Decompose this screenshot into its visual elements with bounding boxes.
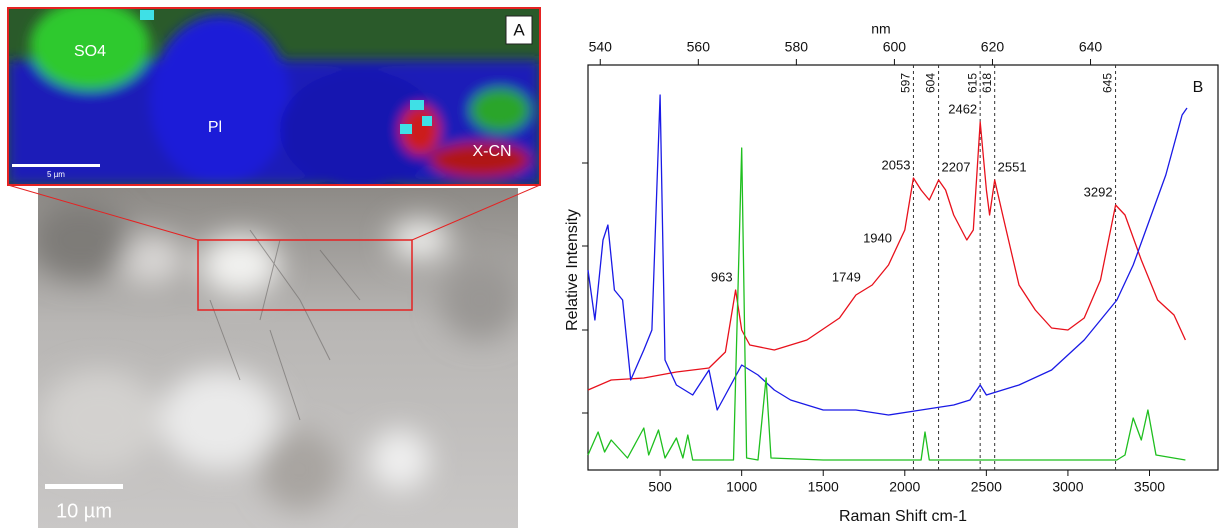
peak-label: 963 — [711, 269, 733, 284]
micrograph — [38, 188, 518, 528]
peak-label: 2207 — [942, 159, 971, 174]
x-tick-label: 2000 — [889, 479, 920, 495]
x2-tick-label: 580 — [785, 39, 809, 55]
peak-label: 1940 — [863, 230, 892, 245]
x2-tick-label: 600 — [883, 39, 907, 55]
peak-label: 2551 — [998, 159, 1027, 174]
x-tick-label: 3000 — [1052, 479, 1083, 495]
phase-map — [8, 8, 540, 185]
map-annotation: SO4 — [74, 43, 106, 60]
peak-label: 2053 — [882, 157, 911, 172]
x-tick-label: 1000 — [726, 479, 757, 495]
spectrum — [587, 147, 1186, 461]
peak-label: 1749 — [832, 270, 861, 285]
zoom-box — [197, 239, 413, 311]
plot-frame — [587, 64, 1219, 471]
x2-tick-label: 560 — [687, 39, 711, 55]
panel-label: B — [1193, 79, 1204, 96]
scale-bar-label: 10 µm — [56, 500, 112, 522]
x2-tick-label: 620 — [981, 39, 1005, 55]
x-tick-label: 3500 — [1134, 479, 1165, 495]
zoom-line — [411, 184, 541, 241]
spectrum — [587, 94, 1188, 416]
map-frame — [7, 7, 541, 186]
x2-tick-label: 640 — [1079, 39, 1103, 55]
x-tick-label: 500 — [648, 479, 672, 495]
raman-chart: Raman Shift cm-1 nm Relative Intensity B… — [564, 21, 1219, 525]
reference-label: 618 — [980, 73, 994, 93]
reference-label: 604 — [924, 73, 938, 93]
map-annotation: X-CN — [472, 143, 511, 160]
zoom-line — [7, 184, 199, 241]
peak-label: 3292 — [1084, 184, 1113, 199]
x2-axis-label: nm — [871, 21, 890, 37]
reference-label: 615 — [965, 73, 979, 93]
reference-label: 645 — [1101, 73, 1115, 93]
x-axis-label: Raman Shift cm-1 — [839, 508, 967, 525]
panel-label: A — [513, 20, 525, 39]
peak-label: 2462 — [948, 101, 977, 116]
y-axis-label: Relative Intensity — [564, 209, 581, 331]
spectrum — [587, 121, 1186, 391]
x-tick-label: 2500 — [971, 479, 1002, 495]
panel-label-box — [505, 15, 533, 45]
x2-tick-label: 540 — [589, 39, 613, 55]
x-tick-label: 1500 — [808, 479, 839, 495]
reference-label: 597 — [899, 73, 913, 93]
scale-bar-label: 5 µm — [47, 170, 65, 179]
map-annotation: Pl — [208, 119, 222, 136]
